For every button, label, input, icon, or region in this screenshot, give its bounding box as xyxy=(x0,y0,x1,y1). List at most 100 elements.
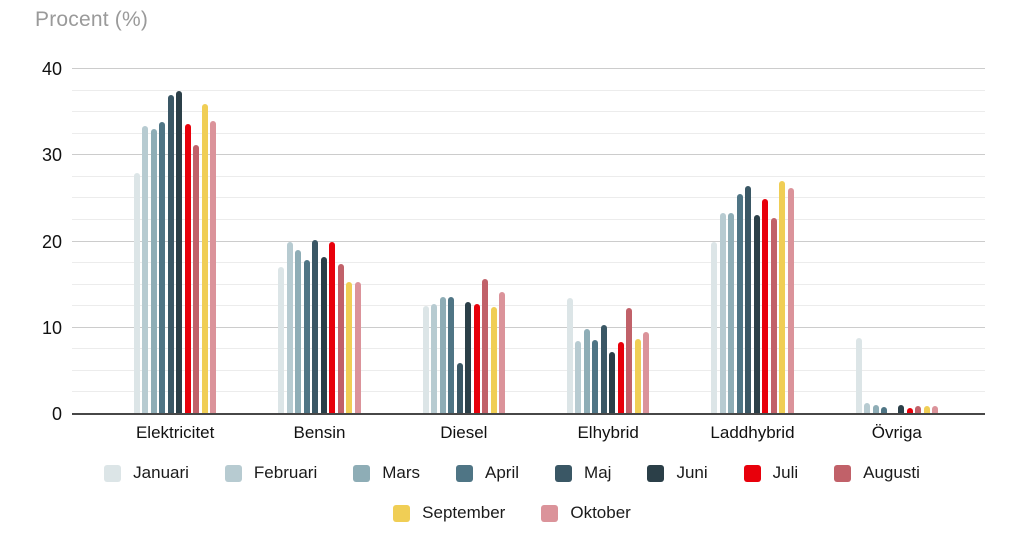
x-category-label-elektricitet: Elektricitet xyxy=(135,423,215,442)
bar-februari-diesel xyxy=(431,303,438,414)
bar-group-elektricitet xyxy=(103,69,247,414)
legend-label-februari: Februari xyxy=(253,463,318,482)
bar-januari-diesel xyxy=(422,306,429,414)
bar-maj-diesel xyxy=(456,363,463,414)
legend-label-mars: Mars xyxy=(382,463,421,482)
gridline-minor xyxy=(72,197,985,199)
bar-januari-elektricitet xyxy=(133,172,140,414)
gridline-minor xyxy=(72,391,985,393)
gridline-major xyxy=(72,68,985,69)
legend-row-2: September Oktober xyxy=(0,498,1024,528)
chart-title: Procent (%) xyxy=(35,8,149,31)
bar-juli--vriga xyxy=(906,407,913,414)
x-category-label-diesel: Diesel xyxy=(440,423,488,442)
bar-juli-diesel xyxy=(473,304,480,414)
bar-februari-elhybrid xyxy=(575,340,582,414)
bar-mars--vriga xyxy=(872,404,879,414)
y-tick-label-40: 40 xyxy=(41,59,62,79)
gridline-major xyxy=(72,326,985,328)
bar-oktober-elhybrid xyxy=(643,332,650,414)
bar-september-bensin xyxy=(346,282,353,414)
bar-maj-elhybrid xyxy=(600,325,607,414)
bar-februari-laddhybrid xyxy=(719,213,726,414)
gridline-minor xyxy=(72,89,985,91)
bar-januari--vriga xyxy=(855,338,862,414)
bar-februari-elektricitet xyxy=(142,125,149,414)
bar-augusti-bensin xyxy=(337,263,344,414)
bar-group--vriga xyxy=(825,69,969,414)
bar-maj-bensin xyxy=(312,239,319,414)
legend-item-mars: Mars xyxy=(353,463,420,483)
bar-september--vriga xyxy=(923,406,930,414)
gridline-minor xyxy=(72,348,985,350)
bar-group-laddhybrid xyxy=(680,69,824,414)
gridline-major xyxy=(72,154,985,156)
gridline-minor xyxy=(72,262,985,264)
bar-september-elektricitet xyxy=(201,103,208,414)
legend-label-oktober: Oktober xyxy=(570,503,631,522)
bar-group-diesel xyxy=(392,69,536,414)
bar-mars-laddhybrid xyxy=(728,213,735,414)
gridline-minor xyxy=(72,369,985,371)
legend-label-juli: Juli xyxy=(772,463,799,482)
bar-februari--vriga xyxy=(864,402,871,414)
bar-september-diesel xyxy=(490,307,497,414)
bar-group-elhybrid xyxy=(536,69,680,414)
y-tick-label-30: 30 xyxy=(41,145,62,166)
bar-juni-diesel xyxy=(465,301,472,414)
y-tick-label-10: 10 xyxy=(41,317,62,338)
bar-april--vriga xyxy=(881,407,888,414)
bar-oktober-laddhybrid xyxy=(787,188,794,414)
legend-swatch-oktober xyxy=(541,504,559,522)
legend-item-juli: Juli xyxy=(743,463,799,483)
legend-label-januari: Januari xyxy=(133,463,189,482)
bar-juli-elhybrid xyxy=(617,342,624,414)
x-category-label-laddhybrid: Laddhybrid xyxy=(710,423,795,442)
legend-label-maj: Maj xyxy=(584,463,612,482)
legend-item-augusti: Augusti xyxy=(834,463,920,483)
plot-area xyxy=(72,68,985,415)
bar-oktober--vriga xyxy=(932,406,939,414)
bar-augusti-elektricitet xyxy=(193,144,200,414)
bar-juni-laddhybrid xyxy=(753,214,760,414)
y-tick-label-20: 20 xyxy=(41,231,62,252)
bar-april-bensin xyxy=(303,259,310,414)
legend-label-augusti: Augusti xyxy=(863,463,920,482)
bar-april-elhybrid xyxy=(592,339,599,414)
legend-swatch-juni xyxy=(647,464,665,482)
bar-juli-bensin xyxy=(329,241,336,414)
bar-januari-bensin xyxy=(278,267,285,414)
x-category-label-bensin: Bensin xyxy=(293,423,346,442)
gridline-minor xyxy=(72,283,985,285)
bar-maj-elektricitet xyxy=(167,94,174,414)
bar-oktober-elektricitet xyxy=(210,120,217,414)
bar-april-laddhybrid xyxy=(736,194,743,414)
bar-september-elhybrid xyxy=(634,338,641,414)
gridline-major xyxy=(72,240,985,242)
legend-item-januari: Januari xyxy=(104,463,189,483)
gridline-minor xyxy=(72,111,985,113)
bar-januari-elhybrid xyxy=(566,298,573,414)
legend-swatch-april xyxy=(456,464,474,482)
legend-label-juni: Juni xyxy=(676,463,708,482)
x-category-label--vriga: Övriga xyxy=(871,423,922,442)
bar-februari-bensin xyxy=(286,241,293,414)
legend-swatch-maj xyxy=(555,464,573,482)
gridline-minor xyxy=(72,132,985,134)
gridline-minor xyxy=(72,175,985,177)
gridline-minor xyxy=(72,305,985,307)
bar-april-elektricitet xyxy=(159,122,166,414)
bar-augusti-elhybrid xyxy=(626,307,633,414)
legend-item-april: April xyxy=(456,463,519,483)
legend-item-september: September xyxy=(393,503,505,523)
x-category-label-elhybrid: Elhybrid xyxy=(577,423,639,442)
bar-mars-bensin xyxy=(295,250,302,414)
legend-row-1: Januari Februari Mars April Maj Juni Juli Augus… xyxy=(0,458,1024,488)
bar-januari-laddhybrid xyxy=(711,241,718,414)
bar-augusti-diesel xyxy=(482,278,489,414)
legend-item-februari: Februari xyxy=(224,463,318,483)
legend-item-maj: Maj xyxy=(555,463,611,483)
bar-september-laddhybrid xyxy=(779,181,786,414)
bar-oktober-bensin xyxy=(354,282,361,414)
